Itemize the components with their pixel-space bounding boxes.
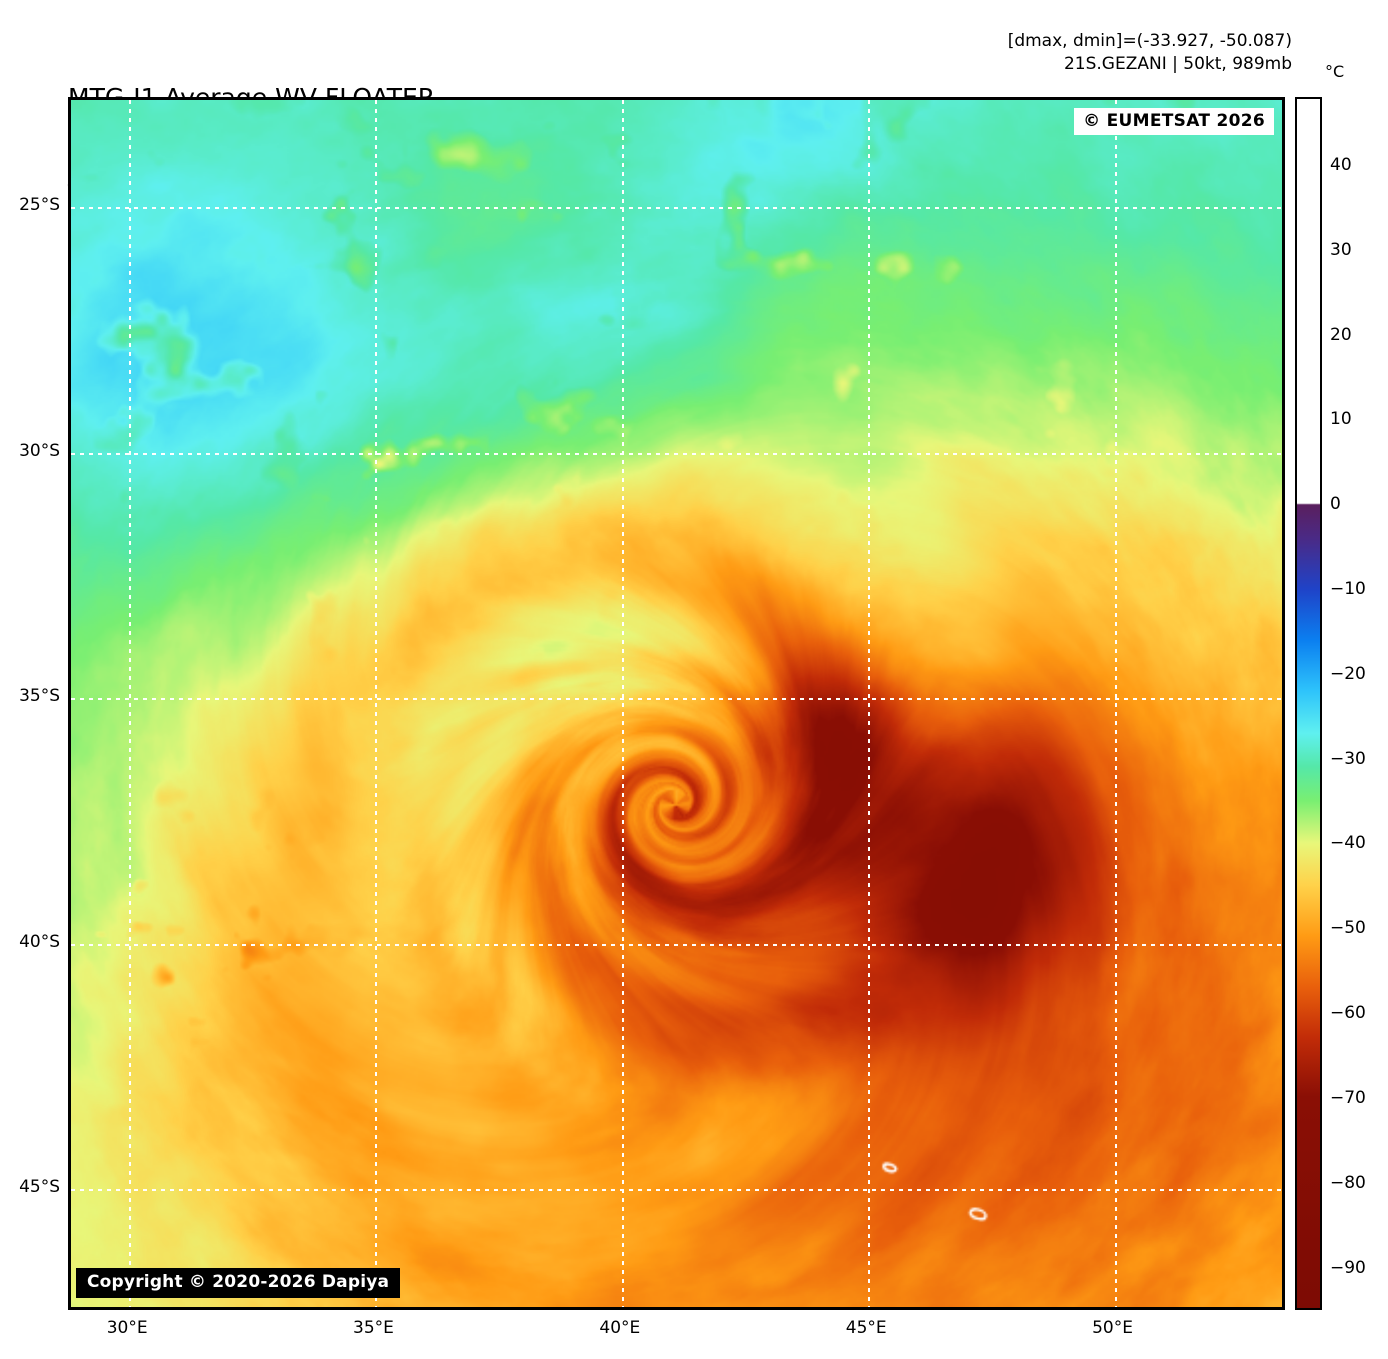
- colorbar-tick-40: 40: [1330, 154, 1352, 175]
- ytick-label-25°S: 25°S: [19, 195, 60, 216]
- colorbar-tick-30: 30: [1330, 239, 1352, 260]
- colorbar-tick-−10: −10: [1330, 578, 1366, 599]
- colorbar-tick-−40: −40: [1330, 833, 1366, 854]
- colorbar-tick-0: 0: [1330, 494, 1341, 515]
- header-metadata: [dmax, dmin]=(-33.927, -50.087) 21S.GEZA…: [1008, 30, 1292, 76]
- colorbar-tick-−20: −20: [1330, 663, 1366, 684]
- xtick-label-30°E: 30°E: [106, 1318, 148, 1338]
- storm-info-text: 21S.GEZANI | 50kt, 989mb: [1063, 54, 1292, 74]
- colorbar-tick-20: 20: [1330, 324, 1352, 345]
- satellite-imagery-canvas: [71, 100, 1282, 1307]
- ytick-label-35°S: 35°S: [19, 686, 60, 707]
- xtick-label-50°E: 50°E: [1092, 1318, 1133, 1338]
- colorbar-tick-−60: −60: [1330, 1003, 1366, 1024]
- colorbar-tick-−90: −90: [1330, 1257, 1366, 1278]
- ytick-label-40°S: 40°S: [19, 931, 60, 952]
- ytick-label-30°S: 30°S: [19, 440, 60, 461]
- satellite-image-plot[interactable]: © EUMETSAT 2026 Copyright © 2020-2026 Da…: [68, 97, 1285, 1310]
- xtick-label-35°E: 35°E: [353, 1318, 394, 1338]
- colorbar-tick-10: 10: [1330, 409, 1352, 430]
- eumetsat-attribution-badge: © EUMETSAT 2026: [1074, 108, 1274, 135]
- colorbar-tick-−50: −50: [1330, 918, 1366, 939]
- dmax-dmin-text: [dmax, dmin]=(-33.927, -50.087): [1007, 31, 1292, 51]
- colorbar-tick-−70: −70: [1330, 1087, 1366, 1108]
- colorbar-tick-−80: −80: [1330, 1172, 1366, 1193]
- colorbar-tick-−30: −30: [1330, 748, 1366, 769]
- ytick-label-45°S: 45°S: [19, 1177, 60, 1198]
- xtick-label-40°E: 40°E: [599, 1318, 641, 1338]
- colorbar-gradient: [1297, 99, 1320, 1308]
- temperature-colorbar[interactable]: [1295, 97, 1322, 1310]
- xtick-label-45°E: 45°E: [845, 1318, 887, 1338]
- copyright-badge: Copyright © 2020-2026 Dapiya: [76, 1268, 401, 1298]
- colorbar-unit-label: °C: [1325, 62, 1345, 81]
